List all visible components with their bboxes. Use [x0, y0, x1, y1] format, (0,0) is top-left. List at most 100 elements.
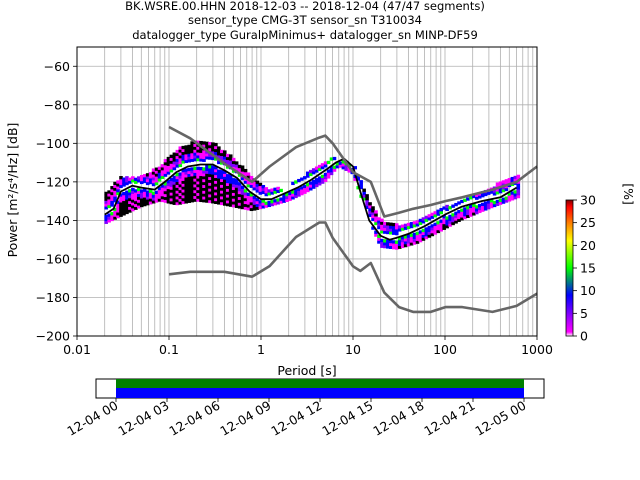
density-cell	[380, 241, 384, 246]
density-cell	[211, 171, 215, 175]
density-cell	[166, 159, 171, 164]
density-cell	[436, 212, 441, 216]
density-cell	[154, 179, 159, 183]
density-cell	[320, 177, 325, 181]
density-cell	[119, 204, 123, 209]
y-tick-label: −180	[36, 290, 70, 305]
density-cell	[220, 201, 224, 206]
density-cell	[184, 182, 189, 187]
density-cell	[175, 184, 180, 188]
density-cell	[362, 188, 366, 192]
density-cell	[211, 191, 215, 195]
y-tick-label: −60	[44, 59, 70, 74]
density-cell	[466, 206, 470, 210]
density-cell	[386, 222, 390, 226]
density-cell	[264, 187, 269, 191]
density-cell	[184, 194, 189, 198]
density-cell	[214, 192, 218, 196]
density-cell	[163, 173, 168, 177]
density-cell	[228, 180, 233, 184]
density-cell	[237, 164, 242, 169]
density-cell	[225, 162, 230, 166]
density-cell	[306, 186, 310, 190]
density-cell	[418, 218, 423, 223]
density-cell	[178, 178, 183, 182]
density-cell	[208, 194, 212, 198]
density-cell	[145, 199, 150, 203]
density-cell	[104, 214, 108, 219]
density-cell	[193, 172, 197, 176]
density-cell	[113, 210, 117, 214]
density-cell	[237, 193, 242, 198]
density-cell	[335, 162, 340, 166]
density-cell	[249, 201, 254, 206]
density-cell	[270, 188, 274, 192]
density-cell	[228, 189, 233, 193]
density-cell	[252, 201, 257, 205]
density-cell	[353, 166, 358, 170]
density-cell	[510, 197, 515, 201]
density-cell	[166, 168, 171, 172]
density-cell	[184, 179, 189, 184]
density-cell	[110, 217, 114, 222]
density-cell	[220, 193, 224, 197]
colorbar-tick-label: 20	[580, 238, 596, 253]
density-cell	[199, 140, 203, 145]
density-cell	[504, 182, 509, 186]
density-cell	[172, 175, 177, 179]
density-cell	[190, 141, 194, 145]
density-cell	[211, 165, 215, 169]
density-cell	[489, 202, 494, 206]
density-cell	[389, 231, 393, 235]
density-cell	[252, 204, 257, 208]
density-cell	[220, 172, 224, 177]
density-cell	[430, 232, 435, 237]
density-cell	[323, 178, 328, 182]
density-cell	[157, 169, 162, 173]
density-cell	[430, 212, 435, 216]
density-cell	[231, 204, 236, 208]
density-cell	[276, 189, 280, 193]
density-cell	[196, 172, 200, 176]
density-cell	[119, 176, 123, 180]
density-cell	[178, 155, 183, 159]
density-cell	[131, 176, 135, 180]
density-cell	[208, 144, 212, 149]
density-cell	[181, 168, 186, 173]
density-cell	[196, 140, 200, 144]
density-cell	[163, 187, 168, 192]
density-cell	[199, 187, 203, 191]
density-cell	[332, 156, 337, 161]
density-cell	[142, 176, 147, 181]
density-cell	[190, 175, 194, 180]
density-cell	[303, 184, 307, 189]
density-cell	[400, 224, 405, 228]
density-cell	[187, 156, 191, 160]
density-cell	[131, 193, 135, 197]
density-cell	[418, 236, 423, 240]
density-cell	[445, 207, 449, 212]
density-cell	[214, 186, 218, 190]
density-cell	[403, 223, 408, 227]
density-cell	[163, 199, 168, 203]
density-cell	[430, 215, 435, 219]
density-cell	[214, 180, 218, 184]
density-cell	[483, 201, 488, 205]
density-cell	[208, 153, 212, 157]
density-cell	[157, 195, 162, 199]
density-cell	[157, 175, 162, 179]
density-cell	[220, 190, 224, 194]
density-cell	[151, 200, 156, 204]
density-cell	[294, 191, 298, 196]
density-cell	[160, 195, 165, 200]
psd-plot: 0.01 0.1 1 10 100 1000 −60 −80 −100 −120 −140 −160…	[5, 46, 553, 378]
density-cell	[285, 198, 289, 203]
density-cell	[412, 224, 417, 228]
density-cell	[122, 177, 126, 181]
density-cell	[208, 191, 212, 195]
density-cell	[445, 219, 449, 223]
density-cell	[291, 190, 295, 194]
density-cell	[110, 214, 114, 219]
density-cell	[320, 174, 325, 179]
density-cell	[151, 182, 156, 187]
